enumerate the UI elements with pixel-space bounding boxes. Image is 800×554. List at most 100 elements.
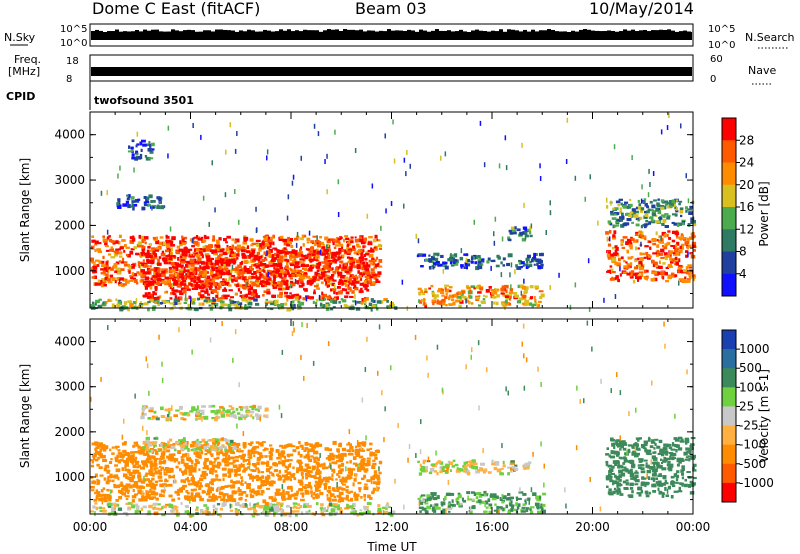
- echo-cell: [345, 506, 351, 509]
- echo-cell: [231, 244, 235, 248]
- echo-cell: [201, 274, 205, 278]
- echo-cell: [135, 307, 139, 310]
- echo-cell: [453, 259, 458, 263]
- echo-cell: [219, 258, 225, 262]
- echo-cell: [154, 286, 158, 290]
- echo-cell: [206, 498, 212, 502]
- echo-cell: [182, 444, 188, 447]
- echo-cell: [665, 266, 670, 269]
- echo-cell: [246, 483, 250, 487]
- nsky-spike: [219, 29, 223, 33]
- echo-cell: [297, 304, 302, 307]
- echo-cell: [652, 242, 657, 246]
- echo-cell: [232, 451, 235, 455]
- echo-cell: [424, 304, 428, 308]
- echo-cell: [287, 494, 293, 498]
- echo-cell: [248, 296, 251, 300]
- echo-cell: [322, 252, 326, 256]
- echo-cell: [251, 408, 255, 411]
- echo-cell: [291, 475, 295, 478]
- nsky-spike: [583, 29, 587, 33]
- echo-cell: [448, 286, 453, 289]
- echo-cell: [627, 256, 632, 260]
- echo-cell: [359, 256, 365, 259]
- echo-cell: [108, 503, 113, 506]
- echo-cell: [644, 210, 647, 214]
- echo-cell: [297, 254, 301, 258]
- echo-cell: [670, 245, 675, 247]
- echo-cell: [486, 260, 490, 264]
- echo-cell: [332, 259, 335, 263]
- echo-cell: [268, 281, 273, 285]
- echo-cell: [108, 299, 113, 302]
- echo-cell: [264, 513, 267, 516]
- echo-cell: [106, 236, 110, 240]
- echo-cell: [204, 453, 208, 456]
- echo-cell: [689, 252, 694, 255]
- echo-cell: [299, 237, 304, 241]
- echo-cell: [660, 214, 665, 217]
- echo-cell: [242, 294, 245, 299]
- echo-cell: [117, 206, 122, 209]
- echo-cell: [228, 276, 232, 279]
- echo-cell: [198, 484, 203, 488]
- echo-cell: [310, 246, 315, 250]
- echo-cell: [207, 293, 211, 296]
- echo-cell: [676, 241, 680, 246]
- echo-cell: [157, 475, 163, 479]
- echo-cell: [212, 267, 216, 271]
- echo-cell: [198, 251, 203, 254]
- echo-cell: [147, 307, 150, 312]
- echo-speckle: [589, 174, 591, 180]
- echo-cell: [155, 240, 159, 245]
- echo-cell: [211, 449, 216, 451]
- echo-cell: [422, 291, 426, 296]
- echo-cell: [311, 467, 316, 471]
- echo-cell: [164, 446, 167, 451]
- echo-cell: [337, 271, 340, 275]
- echo-cell: [300, 273, 305, 276]
- echo-cell: [148, 449, 152, 453]
- echo-cell: [644, 225, 647, 229]
- echo-cell: [673, 222, 678, 226]
- echo-cell: [432, 265, 435, 270]
- echo-cell: [299, 444, 304, 447]
- echo-cell: [621, 212, 624, 216]
- echo-cell: [353, 491, 357, 496]
- echo-speckle: [640, 241, 642, 247]
- nsky-spike: [623, 29, 627, 33]
- echo-cell: [149, 488, 152, 492]
- echo-cell: [505, 297, 508, 301]
- echo-cell: [203, 248, 206, 252]
- echo-cell: [204, 279, 207, 283]
- echo-cell: [139, 301, 142, 305]
- echo-cell: [142, 259, 145, 262]
- echo-cell: [145, 460, 150, 464]
- echo-cell: [228, 473, 232, 477]
- echo-cell: [607, 243, 612, 247]
- echo-cell: [372, 462, 377, 466]
- echo-cell: [144, 264, 148, 268]
- echo-cell: [453, 253, 458, 257]
- echo-cell: [205, 458, 208, 462]
- echo-cell: [224, 278, 227, 281]
- echo-cell: [180, 446, 186, 451]
- echo-cell: [657, 210, 662, 215]
- echo-cell: [261, 475, 265, 479]
- echo-cell: [477, 284, 481, 287]
- echo-cell: [302, 274, 308, 278]
- echo-cell: [661, 231, 666, 236]
- echo-cell: [232, 447, 237, 451]
- echo-cell: [204, 281, 209, 285]
- echo-cell: [378, 259, 383, 263]
- echo-cell: [308, 277, 313, 281]
- echo-speckle: [523, 278, 525, 284]
- echo-cell: [280, 510, 283, 515]
- echo-cell: [203, 504, 208, 507]
- echo-cell: [209, 279, 212, 283]
- echo-cell: [144, 292, 148, 295]
- echo-cell: [275, 449, 279, 453]
- echo-cell: [183, 413, 187, 416]
- echo-speckle: [569, 304, 572, 310]
- echo-cell: [255, 295, 261, 299]
